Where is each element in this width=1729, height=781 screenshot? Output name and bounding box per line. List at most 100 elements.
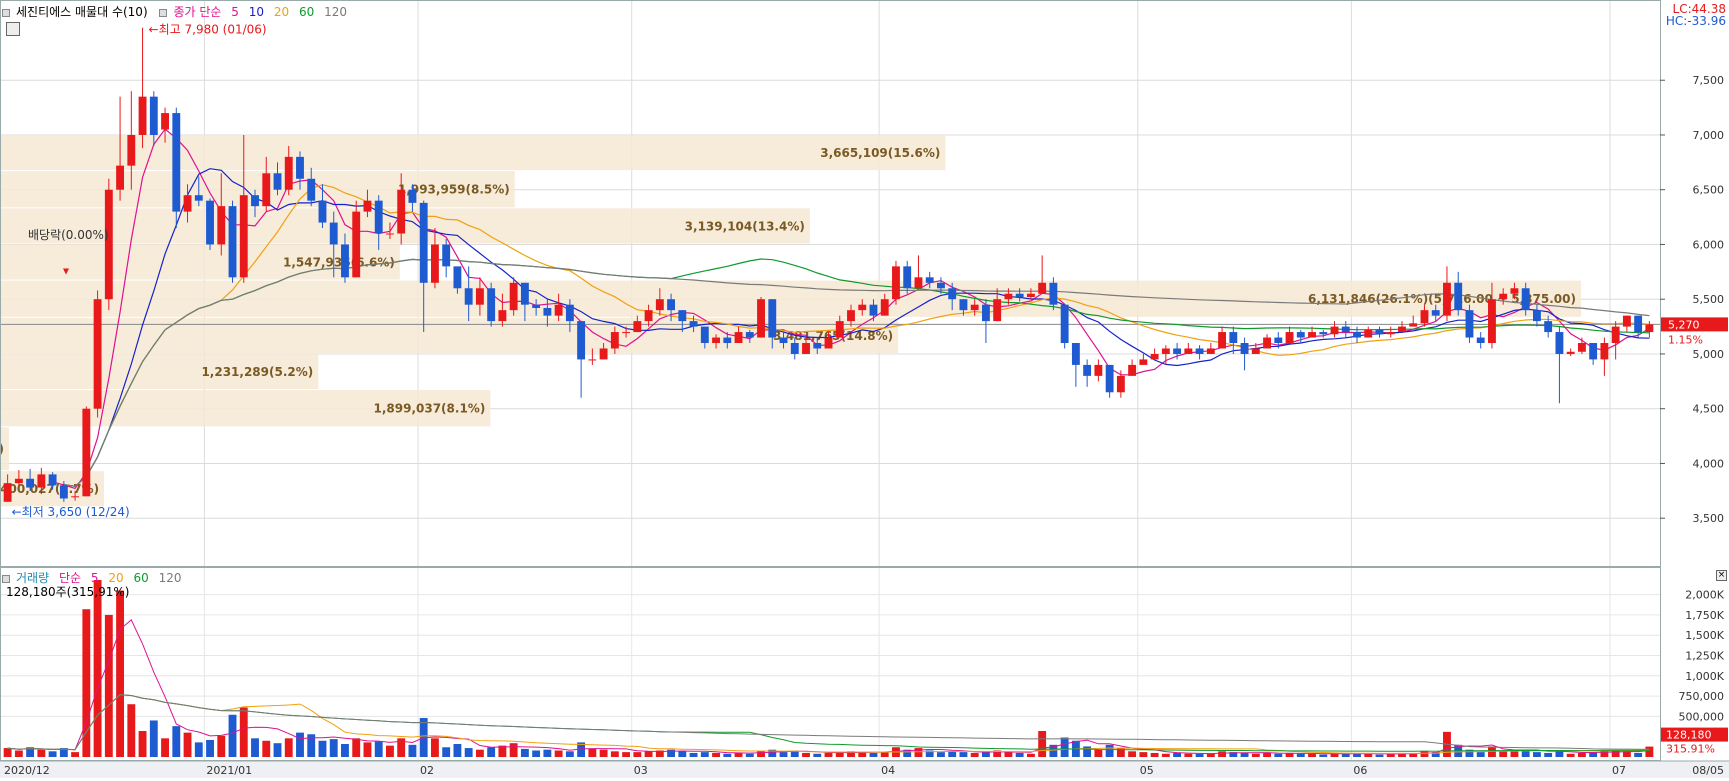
candle-body [59,485,68,499]
price-tick-label: 5,500 [1693,293,1725,306]
candle-body [1611,326,1620,344]
candle-body [1622,315,1631,327]
candle-body [273,173,282,190]
volume-tick-label: 1,250K [1685,650,1724,663]
candle-body [1038,282,1047,294]
candle-body [622,332,631,334]
volume-bar [712,752,720,757]
candle-body [970,304,979,311]
volume-profile-label: 3,481,765(14.8%) [773,329,893,343]
candle-body [1353,332,1361,338]
volume-bar [1431,752,1440,757]
candle-body [1319,332,1328,335]
volume-bar [655,750,664,757]
candle-body [1274,337,1283,344]
candle-body [430,244,439,283]
volume-moving-averages [7,618,1650,755]
date-tick-label: 04 [881,764,895,777]
candle-body [217,206,226,245]
volume-bar [386,745,394,757]
volume-profile-bar [1,353,319,390]
candle-body [1420,310,1429,324]
candle-body [914,277,923,289]
volume-bar [610,751,619,757]
volume-bar [1611,750,1620,757]
legend-marker-icon[interactable] [2,8,10,17]
volume-bar [239,707,248,757]
candle-body [352,211,361,278]
candle-body [1488,299,1496,344]
volume-bar [26,747,35,757]
volume-profile-label: 0(0.0%) [0,442,4,456]
volume-bar [329,739,338,757]
candle-body [869,304,878,316]
volume-profile-bar [1,427,9,471]
price-tick-label: 7,500 [1693,74,1725,87]
volume-bar [296,732,304,757]
volume-bar [251,738,259,757]
volume-bar [1105,744,1114,757]
volume-legend-ma-label: 단순 [58,571,82,585]
candle-body [239,195,248,278]
volume-bar [577,742,586,757]
volume-bar [1398,752,1406,757]
legend-marker-icon[interactable] [159,8,168,17]
candle-body [937,282,945,289]
volume-bar [1589,752,1598,757]
volume-bar [824,752,833,757]
legend-marker-icon[interactable] [2,574,10,583]
volume-bar [1218,751,1227,757]
current-volume-value: 128,180 [1666,729,1712,742]
candle-body [1510,288,1519,294]
candle-body [1645,324,1654,333]
volume-bar [880,752,889,757]
candle-body [14,478,23,484]
volume-profile-label: 3,665,109(15.6%) [820,146,940,160]
candle-body [1004,293,1013,300]
candle-body [588,359,597,361]
legend-period-60: 60 [298,5,315,19]
low-annotation: ←최저 3,650 (12/24) [12,505,130,519]
candle-body [1409,323,1418,327]
volume-bar [1499,751,1508,757]
volume-profile-label: 1,231,289(5.2%) [201,365,313,379]
volume-bar [937,752,945,757]
hc-value: HC:-33.96 [1665,14,1726,28]
candle-body [1116,375,1125,393]
volume-bar [1330,752,1339,757]
volume-bar [757,750,765,757]
dividend-annotation: 배당락(0.00%) [28,228,109,242]
volume-bar [453,744,462,757]
close-icon[interactable]: × [1716,570,1727,581]
volume-bar [1128,751,1137,757]
volume-bar [363,742,372,757]
volume-legend: 거래량 단순 5 20 60 120 [2,569,187,586]
volume-bar [1622,751,1631,757]
candle-body [959,299,968,311]
candle-body [712,337,720,344]
volume-bar [1184,753,1193,757]
volume-bar [723,753,732,757]
candle-body [71,496,80,498]
volume-bar [1510,750,1519,757]
current-volume-badge [1661,727,1728,742]
table-icon[interactable] [6,22,20,36]
candle-body [981,304,990,322]
ma-line-120 [63,258,1650,487]
candle-body [1139,359,1148,365]
ma-line-10 [63,168,1650,487]
candle-body [419,202,428,283]
volume-profile-label: 6,131,846(26.1%)(5,716.00 ~ 5,375.00) [1308,292,1576,306]
candle-body [1577,343,1586,352]
candle-body [1532,310,1541,322]
legend-period-5: 5 [231,5,239,19]
price-tick-label: 3,500 [1693,512,1725,525]
candle-body [1634,315,1643,333]
volume-tick-label: 500,000 [1679,710,1725,723]
candle-body [1026,293,1035,298]
volume-bar [981,752,990,757]
volume-tick-label: 1,000K [1685,670,1724,683]
candle-body [296,156,304,179]
